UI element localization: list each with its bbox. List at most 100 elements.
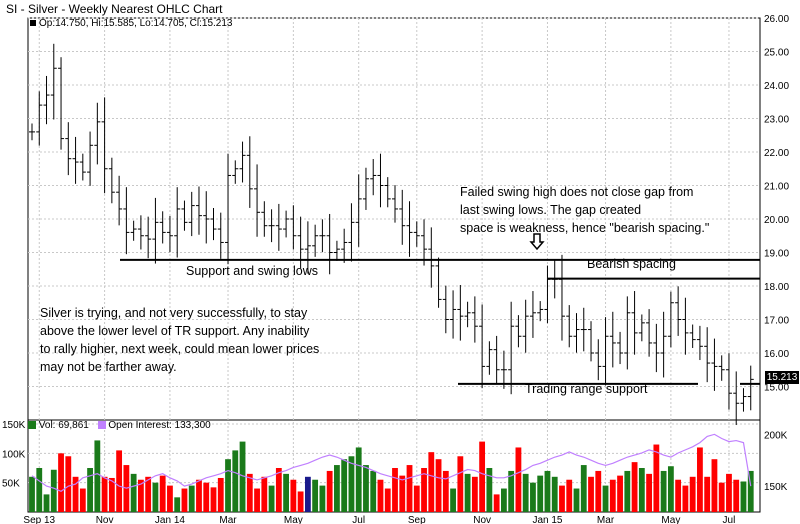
ohlc-bar xyxy=(65,122,72,176)
volume-bar xyxy=(94,440,101,512)
ohlc-bar xyxy=(747,365,754,411)
ohlc-bar xyxy=(660,311,667,378)
ohlc-bar xyxy=(733,371,740,426)
annotation-failed-swing: Failed swing high does not close gap fro… xyxy=(460,183,709,237)
x-tick-label: Jul xyxy=(723,515,736,524)
volume-bar xyxy=(297,491,304,512)
volume-bar xyxy=(435,459,442,512)
y-tick-label: 16.00 xyxy=(764,349,789,360)
volume-bar xyxy=(392,468,398,512)
ohlc-bar xyxy=(261,201,268,237)
volume-bar xyxy=(79,488,86,512)
volume-bar xyxy=(65,456,72,512)
ohlc-bar xyxy=(413,221,420,247)
ohlc-bar xyxy=(283,210,290,238)
ohlc-readout: Op:14.750, Hi:15.585, Lo:14.705, Cl:15.2… xyxy=(30,18,232,29)
ohlc-bar xyxy=(493,335,500,384)
volume-bar xyxy=(29,476,35,512)
volume-bar xyxy=(101,476,108,512)
annotation-trading-range-support: Trading range support xyxy=(525,382,648,396)
volume-bar xyxy=(399,475,406,512)
volume-bar xyxy=(341,459,348,512)
oi-swatch-icon xyxy=(97,421,106,430)
volume-bar xyxy=(697,447,703,512)
ohlc-bar xyxy=(195,186,202,235)
volume-bar xyxy=(631,462,638,512)
ohlc-bar xyxy=(399,189,406,245)
ohlc-bar xyxy=(166,215,173,253)
x-tick-label: Jan 15 xyxy=(532,515,562,524)
volume-bar xyxy=(43,494,50,512)
ohlc-readout-text: Op:14.750, Hi:15.585, Lo:14.705, Cl:15.2… xyxy=(39,18,233,29)
annotation-bearish-spacing: Bearish spacing xyxy=(587,257,676,271)
ohlc-bar xyxy=(522,299,529,353)
ohlc-bar xyxy=(638,314,645,342)
annotation-line: Failed swing high does not close gap fro… xyxy=(460,185,694,199)
volume-bar xyxy=(413,485,420,512)
oi-tick-label: 200K xyxy=(764,430,788,441)
volume-legend: Vol: 69,861 Open Interest: 133,300 xyxy=(28,420,211,431)
volume-bar xyxy=(167,485,173,512)
annotation-silver-trying: Silver is trying, and not very successfu… xyxy=(40,304,319,376)
volume-bar xyxy=(377,479,384,512)
volume-tick-label: 150K xyxy=(2,420,26,431)
ohlc-bar xyxy=(326,213,333,275)
volume-bar xyxy=(675,479,682,512)
ohlc-bar xyxy=(675,286,682,336)
ohlc-bar xyxy=(588,321,595,362)
volume-bar xyxy=(609,479,616,512)
ohlc-bar xyxy=(711,338,718,391)
open-interest-line xyxy=(31,433,752,492)
volume-bar xyxy=(515,447,522,512)
y-tick-label: 25.00 xyxy=(764,48,789,59)
ohlc-bar xyxy=(428,227,435,288)
x-tick-label: Mar xyxy=(597,515,615,524)
x-tick-label: Nov xyxy=(473,515,491,524)
annotation-line: Silver is trying, and not very successfu… xyxy=(40,306,308,320)
volume-bar xyxy=(304,476,311,512)
ohlc-bar xyxy=(246,136,253,208)
ohlc-bar xyxy=(515,315,522,348)
volume-bar xyxy=(726,473,732,512)
volume-bar xyxy=(87,468,93,512)
annotation-line: to rally higher, next week, could mean l… xyxy=(40,342,320,356)
ohlc-bar xyxy=(319,219,326,253)
ohlc-bar xyxy=(537,301,544,322)
volume-bar xyxy=(471,476,478,512)
ohlc-bar xyxy=(87,131,94,186)
ohlc-bar xyxy=(696,325,703,361)
ohlc-bar xyxy=(79,153,86,181)
volume-bar xyxy=(421,468,427,512)
volume-bar xyxy=(283,473,290,512)
volume-bar xyxy=(537,475,544,512)
ohlc-bar xyxy=(646,309,653,357)
volume-bar xyxy=(682,485,689,512)
volume-bar xyxy=(566,479,573,512)
x-tick-label: Jul xyxy=(352,515,365,524)
volume-bar xyxy=(188,485,195,512)
volume-bar xyxy=(653,444,660,512)
volume-bar xyxy=(617,475,623,512)
oi-tick-label: 150K xyxy=(764,482,788,493)
volume-bar xyxy=(486,468,493,512)
ohlc-bar xyxy=(239,141,246,183)
ohlc-bar xyxy=(225,153,232,265)
y-tick-label: 20.00 xyxy=(764,215,789,226)
last-price-badge: 15.213 xyxy=(765,371,799,384)
ohlc-bar xyxy=(602,317,609,386)
ohlc-bar xyxy=(217,212,224,259)
ohlc-bar xyxy=(464,301,471,328)
ohlc-bar xyxy=(631,291,638,355)
volume-bar xyxy=(602,485,609,512)
chart-title: SI - Silver - Weekly Nearest OHLC Chart xyxy=(6,2,223,16)
ohlc-bar xyxy=(718,355,725,381)
volume-bar xyxy=(36,468,43,512)
volume-bar xyxy=(225,459,231,512)
ohlc-bar xyxy=(595,339,602,381)
ohlc-bar xyxy=(290,205,297,250)
volume-bar xyxy=(747,470,754,512)
annotation-line: space is weakness, hence "bearish spacin… xyxy=(460,221,710,235)
ohlc-bar xyxy=(617,331,624,365)
volume-bar xyxy=(217,477,224,512)
volume-bar xyxy=(116,450,123,512)
